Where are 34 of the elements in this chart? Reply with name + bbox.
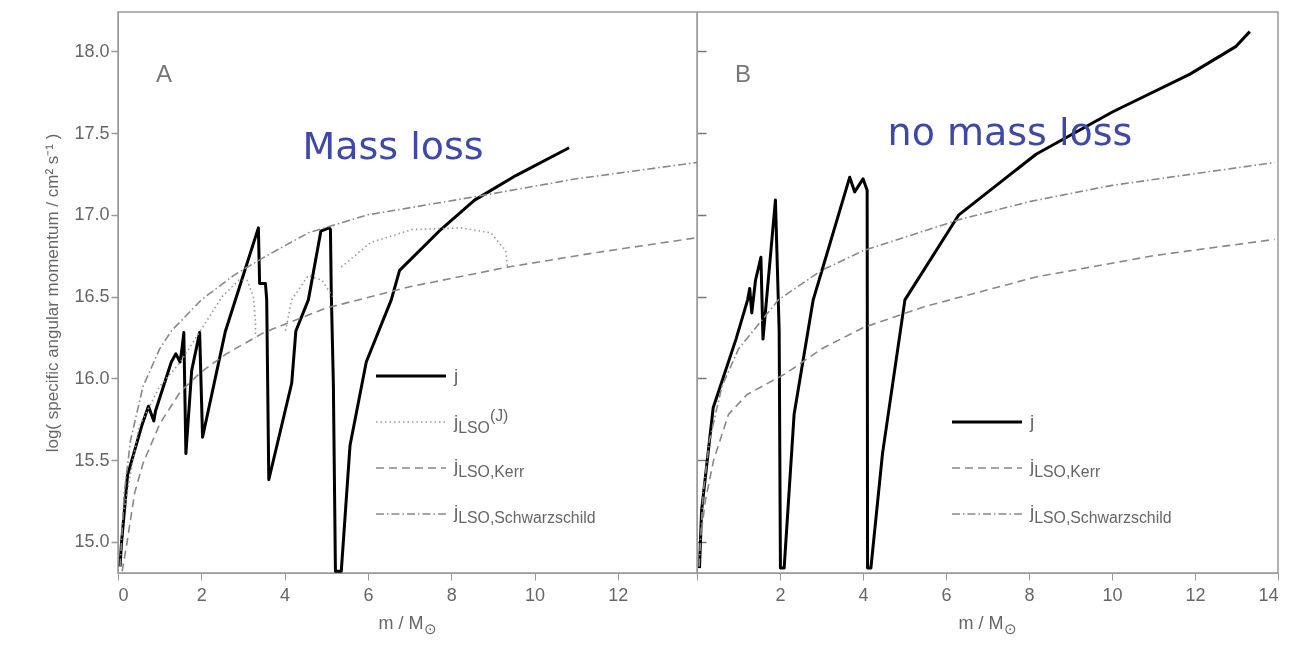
x-axis-title: m / M$_{⊙}$ <box>378 613 437 638</box>
legend-label: j$_{LSO,Schwarzschild}$ <box>1030 501 1172 527</box>
x-tick-label: 10 <box>1102 584 1123 605</box>
x-tick-label: 8 <box>1024 584 1035 605</box>
legend-label: j <box>1030 411 1035 433</box>
x-tick-label: 12 <box>1185 584 1206 605</box>
x-tick-label: 6 <box>363 584 374 605</box>
annotation: no mass loss <box>887 110 1133 154</box>
x-tick-label: 4 <box>858 584 869 605</box>
legend-label: j$_{LSO,Kerr}$ <box>454 455 525 481</box>
y-tick-label: 16.5 <box>74 286 110 307</box>
x-tick-label: 4 <box>280 584 291 605</box>
x-axis-title: m / M$_{⊙}$ <box>958 613 1017 638</box>
x-tick-label: 12 <box>608 584 629 605</box>
legend-label: j$_{LSO,Kerr}$ <box>1030 455 1101 481</box>
annotation: A <box>156 60 173 88</box>
x-tick-label: 10 <box>525 584 546 605</box>
y-axis-title: log( specific angular momentum / cm² s⁻¹ ) <box>43 133 63 453</box>
y-tick-label: 16.0 <box>74 367 110 388</box>
annotation: B <box>735 60 752 88</box>
legend-label: j$_{LSO,Schwarzschild}$ <box>454 501 596 527</box>
y-tick-label: 15.0 <box>74 531 110 552</box>
y-tick-label: 15.5 <box>74 449 110 470</box>
y-tick-label: 17.5 <box>74 122 110 143</box>
x-tick-label: 8 <box>446 584 457 605</box>
x-tick-label: 6 <box>941 584 952 605</box>
y-tick-label: 18.0 <box>74 40 110 61</box>
x-tick-label: 14 <box>1258 584 1279 605</box>
x-tick-label: 2 <box>775 584 786 605</box>
y-tick-label: 17.0 <box>74 204 110 225</box>
annotation: Mass loss <box>302 124 484 168</box>
x-tick-label: 2 <box>196 584 207 605</box>
legend-label: j <box>454 365 459 387</box>
x-tick-label: 0 <box>118 584 129 605</box>
